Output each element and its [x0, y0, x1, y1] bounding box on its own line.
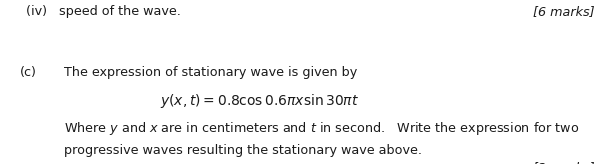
Text: [6 marks]: [6 marks] [533, 5, 595, 18]
Text: [2 marks]: [2 marks] [533, 161, 595, 164]
Text: Where $\it{y}$ and $\it{x}$ are in centimeters and $\it{t}$ in second.   Write t: Where $\it{y}$ and $\it{x}$ are in centi… [64, 120, 579, 137]
Text: (c): (c) [20, 66, 37, 79]
Text: progressive waves resulting the stationary wave above.: progressive waves resulting the stationa… [64, 144, 422, 157]
Text: $y(x,t)=0.8\cos 0.6\pi x\sin 30\pi t$: $y(x,t)=0.8\cos 0.6\pi x\sin 30\pi t$ [160, 92, 359, 110]
Text: The expression of stationary wave is given by: The expression of stationary wave is giv… [64, 66, 357, 79]
Text: (iv)   speed of the wave.: (iv) speed of the wave. [26, 5, 181, 18]
